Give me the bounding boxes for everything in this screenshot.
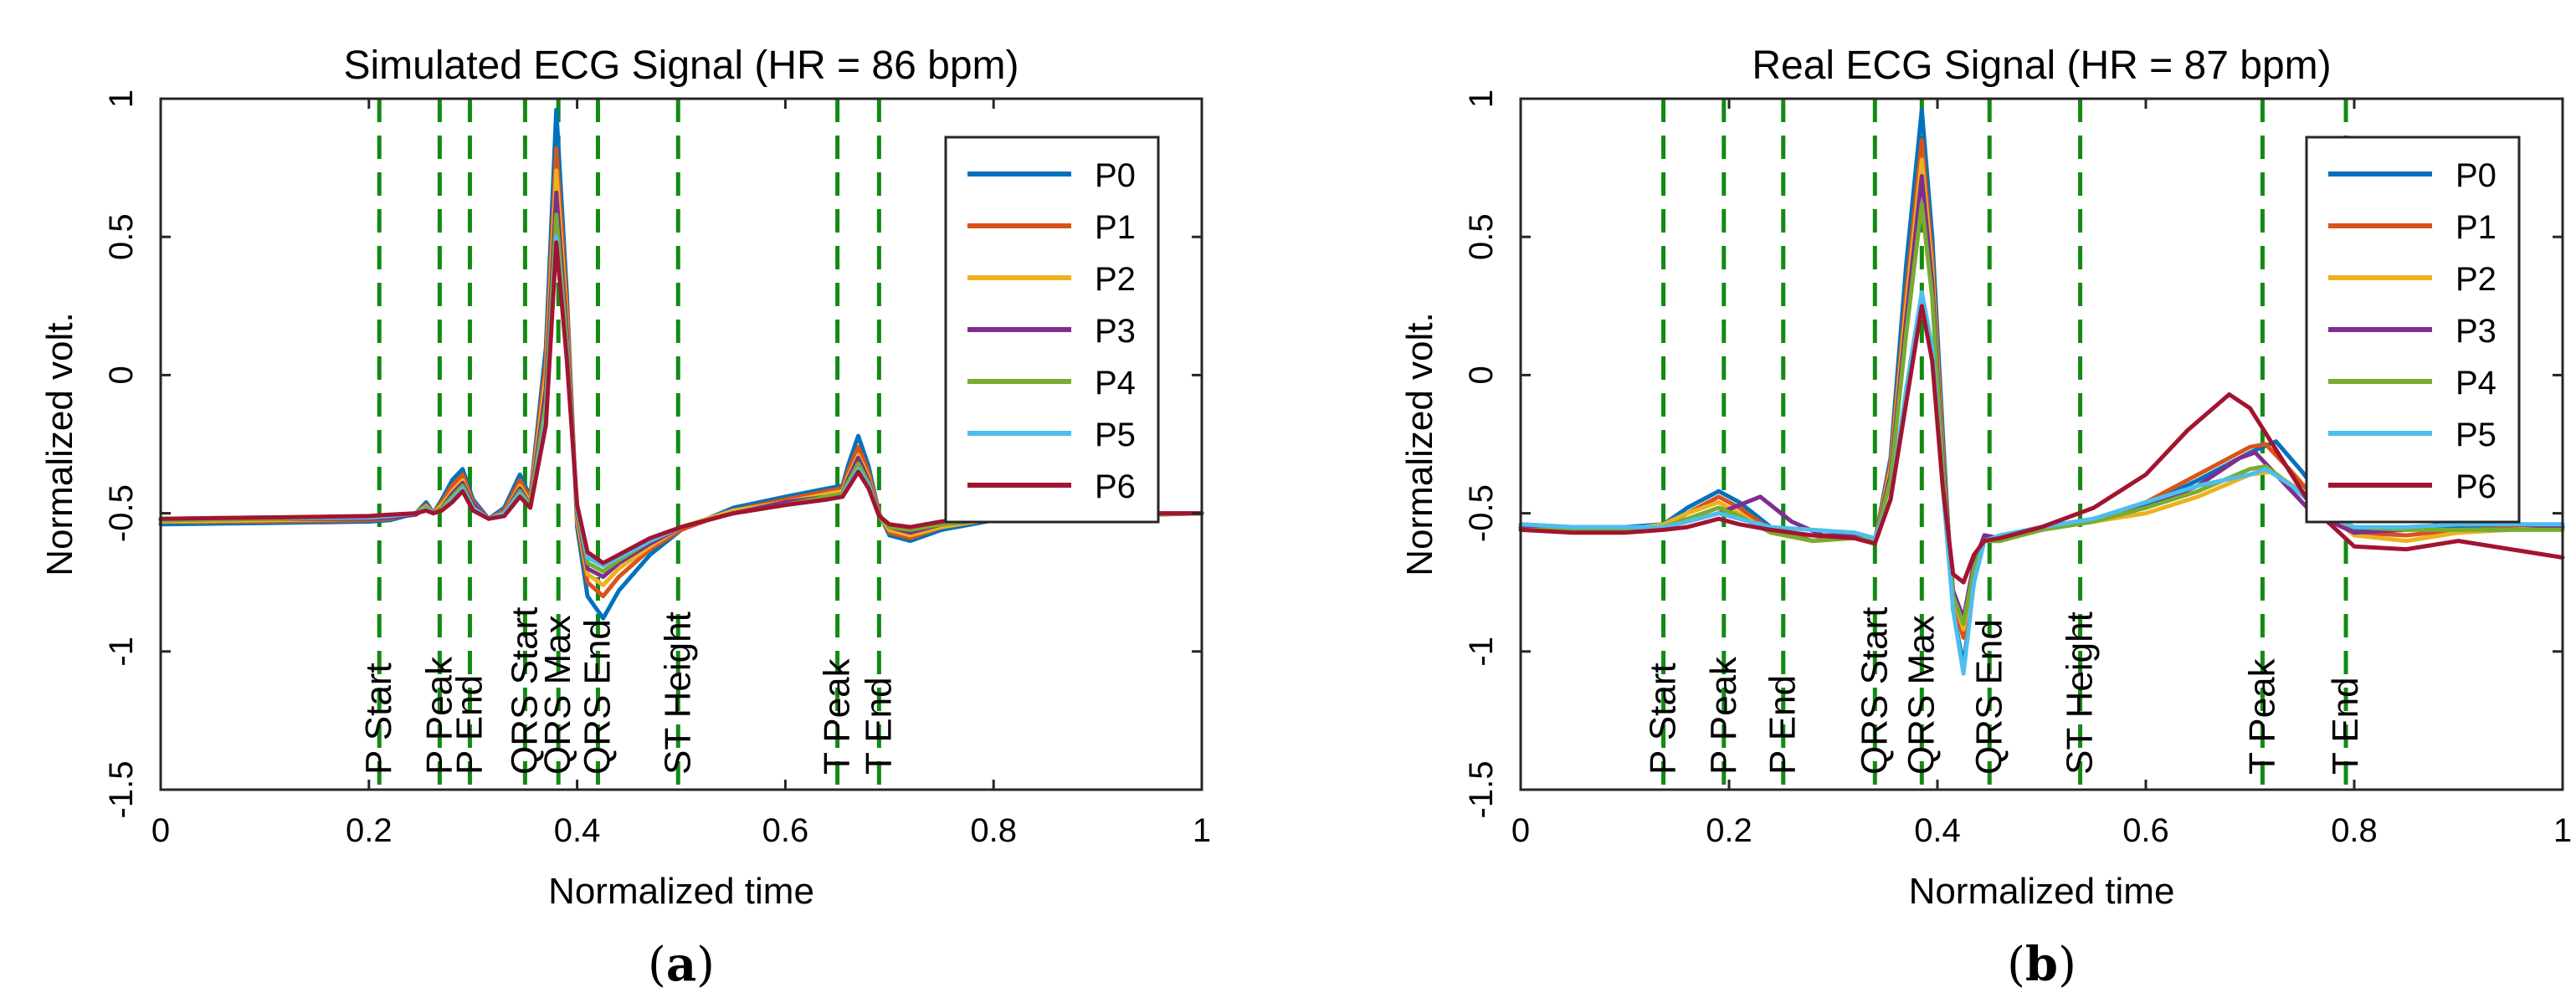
marker-label: ST Height bbox=[657, 611, 698, 775]
marker-label: T End bbox=[858, 677, 899, 775]
marker-label: QRS Start bbox=[504, 607, 545, 775]
y-tick-label: -0.5 bbox=[1463, 484, 1500, 542]
x-tick-label: 0 bbox=[151, 812, 170, 849]
legend-label: P4 bbox=[1095, 365, 1136, 402]
y-tick-label: 1 bbox=[103, 90, 140, 108]
legend-label: P6 bbox=[1095, 468, 1136, 505]
series-line-p6 bbox=[158, 240, 1204, 565]
y-tick-label: 0 bbox=[1463, 366, 1500, 384]
marker-label: QRS Max bbox=[537, 615, 578, 775]
y-tick-label: -1 bbox=[103, 637, 140, 667]
legend-label: P6 bbox=[2455, 468, 2496, 505]
legend-label: P1 bbox=[1095, 209, 1136, 246]
y-tick-label: -0.5 bbox=[103, 484, 140, 542]
marker-label: QRS Max bbox=[1901, 615, 1942, 775]
y-axis-label: Normalized volt. bbox=[39, 312, 80, 576]
x-axis-label: Normalized time bbox=[548, 871, 814, 912]
x-tick-label: 1 bbox=[2553, 812, 2572, 849]
series-line-p5 bbox=[1518, 289, 2565, 676]
y-axis-label: Normalized volt. bbox=[1399, 312, 1440, 576]
legend-label: P1 bbox=[2455, 209, 2496, 246]
x-axis-label: Normalized time bbox=[1909, 871, 2175, 912]
legend-label: P2 bbox=[1095, 261, 1136, 298]
marker-label: P Peak bbox=[1703, 656, 1744, 775]
x-tick-label: 0.2 bbox=[1706, 812, 1752, 849]
legend-label: P0 bbox=[1095, 157, 1136, 194]
marker-label: QRS End bbox=[1968, 619, 2009, 775]
y-tick-label: -1.5 bbox=[103, 761, 140, 819]
x-tick-label: 0.4 bbox=[554, 812, 601, 849]
legend-label: P4 bbox=[2455, 365, 2496, 402]
chart-title: Simulated ECG Signal (HR = 86 bpm) bbox=[344, 43, 1019, 88]
panel-letter: b bbox=[2025, 937, 2058, 992]
marker-label: P End bbox=[1763, 675, 1804, 775]
x-tick-label: 0.8 bbox=[2331, 812, 2378, 849]
series-line-p6 bbox=[1518, 304, 2565, 585]
x-tick-label: 1 bbox=[1193, 812, 1211, 849]
x-tick-label: 0.6 bbox=[762, 812, 809, 849]
x-tick-label: 0.4 bbox=[1914, 812, 1961, 849]
y-tick-label: 0.5 bbox=[1463, 213, 1500, 260]
marker-label: T Peak bbox=[2241, 658, 2282, 775]
marker-label: T End bbox=[2325, 677, 2366, 775]
x-tick-label: 0.6 bbox=[2122, 812, 2169, 849]
marker-label: T Peak bbox=[817, 658, 858, 775]
y-tick-label: -1 bbox=[1463, 637, 1500, 667]
marker-label: QRS End bbox=[577, 619, 618, 775]
y-tick-label: 0 bbox=[103, 366, 140, 384]
y-tick-label: 1 bbox=[1463, 90, 1500, 108]
legend-label: P0 bbox=[2455, 157, 2496, 194]
x-tick-label: 0.8 bbox=[970, 812, 1017, 849]
panel-label: (a) bbox=[648, 937, 715, 992]
marker-label: P Start bbox=[358, 663, 399, 775]
legend: P0 P1 P2 P3 P4 P5 P6 bbox=[2305, 136, 2521, 524]
marker-label: P Peak bbox=[418, 656, 459, 775]
legend-label: P2 bbox=[2455, 261, 2496, 298]
marker-label: QRS Start bbox=[1854, 607, 1895, 775]
chart-panel-b: P Start P Peak P End QRS Start QRS Max QRS En… bbox=[1399, 43, 2572, 992]
legend-label: P5 bbox=[1095, 417, 1136, 453]
marker-label: P Start bbox=[1643, 663, 1684, 775]
x-tick-label: 0 bbox=[1511, 812, 1530, 849]
legend-label: P3 bbox=[2455, 313, 2496, 350]
legend: P0 P1 P2 P3 P4 P5 P6 bbox=[944, 136, 1160, 524]
y-tick-label: 0.5 bbox=[103, 213, 140, 260]
axes-frame bbox=[159, 97, 1203, 791]
chart-title: Real ECG Signal (HR = 87 bpm) bbox=[1752, 43, 2331, 88]
x-tick-label: 0.2 bbox=[346, 812, 393, 849]
panel-label: (b) bbox=[2007, 937, 2076, 992]
axes-frame bbox=[1519, 97, 2564, 791]
marker-label: P End bbox=[449, 675, 490, 775]
marker-label: ST Height bbox=[2060, 611, 2101, 775]
legend-label: P3 bbox=[1095, 313, 1136, 350]
legend-label: P5 bbox=[2455, 417, 2496, 453]
y-tick-label: -1.5 bbox=[1463, 761, 1500, 819]
panel-letter: a bbox=[666, 937, 696, 992]
